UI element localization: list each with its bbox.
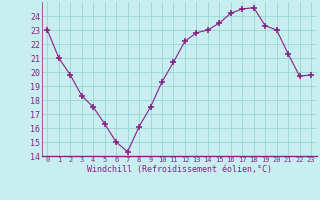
X-axis label: Windchill (Refroidissement éolien,°C): Windchill (Refroidissement éolien,°C): [87, 165, 272, 174]
